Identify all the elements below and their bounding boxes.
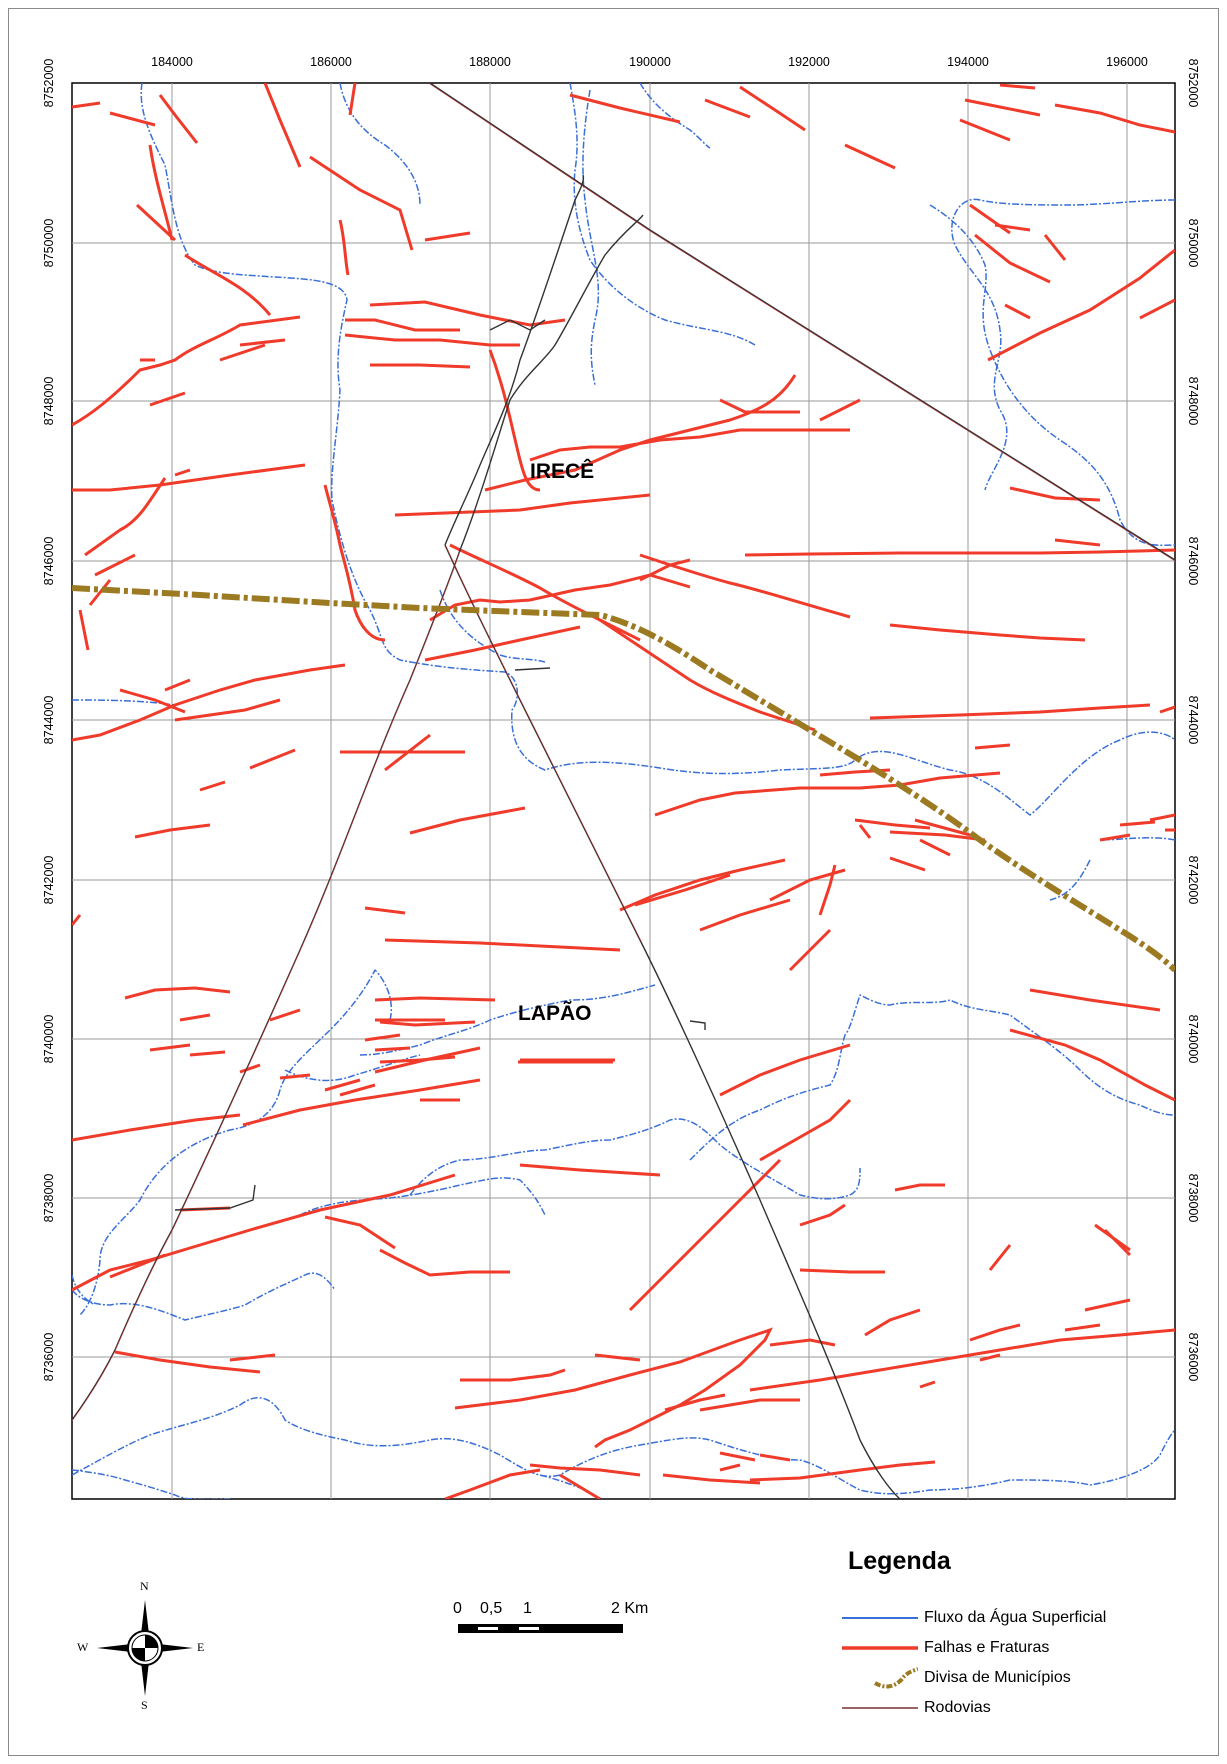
map-frame <box>8 8 1219 1756</box>
y-tick-label: 8738000 <box>42 1174 56 1223</box>
scale-label-1: 1 <box>523 1600 532 1617</box>
scale-label-0-5: 0,5 <box>480 1600 503 1617</box>
x-tick-label: 186000 <box>310 55 352 69</box>
x-tick-label: 196000 <box>1106 55 1148 69</box>
fault-lines <box>72 83 1175 1499</box>
y-tick-label: 8752000 <box>1186 59 1200 108</box>
y-tick-label: 8746000 <box>42 537 56 586</box>
legend-label-roads: Rodovias <box>924 1699 991 1716</box>
municipal-border-line <box>72 585 1175 973</box>
west-label: W <box>77 1640 89 1654</box>
north-label: N <box>140 1579 149 1593</box>
x-tick-label: 184000 <box>151 55 193 69</box>
x-tick-label: 188000 <box>469 55 511 69</box>
y-tick-label: 8742000 <box>42 856 56 905</box>
y-tick-label: 8752000 <box>42 59 56 108</box>
y-tick-labels-left: 8752000 8750000 8748000 8746000 8744000 … <box>42 59 56 1382</box>
place-label-irece: IRECÊ <box>530 459 594 483</box>
legend-label-water: Fluxo da Água Superficial <box>924 1609 1107 1626</box>
legend-item-roads: Rodovias <box>840 1697 1220 1719</box>
legend-item-faults: Falhas e Fraturas <box>840 1637 1220 1659</box>
x-tick-label: 194000 <box>947 55 989 69</box>
legend: Legenda Fluxo da Água Superficial Falhas… <box>840 1547 1220 1747</box>
y-tick-label: 8748000 <box>42 377 56 426</box>
x-tick-labels-top: 184000 186000 188000 190000 192000 19400… <box>151 55 1148 69</box>
road-line-icon <box>842 1707 918 1709</box>
x-tick-label: 190000 <box>629 55 671 69</box>
legend-item-water: Fluxo da Água Superficial <box>840 1607 1220 1629</box>
y-tick-label: 8744000 <box>42 696 56 745</box>
north-arrow: N S W E <box>68 1579 218 1712</box>
legend-label-border: Divisa de Municípios <box>924 1669 1071 1686</box>
blue-line-icon <box>842 1617 918 1619</box>
scale-label-2km: 2 Km <box>611 1600 649 1617</box>
east-label: E <box>197 1640 205 1654</box>
y-tick-label: 8740000 <box>42 1015 56 1064</box>
map-area <box>71 82 1176 1500</box>
compass-rose-icon <box>97 1600 193 1696</box>
red-line-icon <box>842 1646 918 1650</box>
scale-bar: 0 0,5 1 2 Km <box>445 1600 675 1640</box>
y-tick-label: 8738000 <box>1186 1174 1200 1223</box>
y-tick-label: 8736000 <box>42 1333 56 1382</box>
legend-title: Legenda <box>848 1547 951 1575</box>
y-tick-label: 8750000 <box>42 219 56 268</box>
y-tick-labels-right: 8752000 8750000 8748000 8746000 8744000 … <box>1186 59 1200 1382</box>
y-tick-label: 8744000 <box>1186 696 1200 745</box>
scale-label-0: 0 <box>453 1600 462 1617</box>
place-label-lapao: LAPÃO <box>518 1002 592 1025</box>
legend-item-border: Divisa de Municípios <box>840 1667 1220 1689</box>
map-svg: 184000 186000 188000 190000 192000 19400… <box>42 55 1200 1500</box>
y-tick-label: 8736000 <box>1186 1333 1200 1382</box>
grid-lines <box>72 83 1175 1499</box>
y-tick-label: 8746000 <box>1186 537 1200 586</box>
scale-bar-graphic <box>458 1624 623 1633</box>
x-tick-label: 192000 <box>788 55 830 69</box>
y-tick-label: 8750000 <box>1186 219 1200 268</box>
y-tick-label: 8742000 <box>1186 856 1200 905</box>
brown-dashdot-curve-icon <box>873 1667 918 1689</box>
y-tick-label: 8740000 <box>1186 1015 1200 1064</box>
road-lines <box>72 83 1175 1499</box>
legend-label-faults: Falhas e Fraturas <box>924 1639 1050 1656</box>
south-label: S <box>141 1698 148 1712</box>
y-tick-label: 8748000 <box>1186 377 1200 426</box>
